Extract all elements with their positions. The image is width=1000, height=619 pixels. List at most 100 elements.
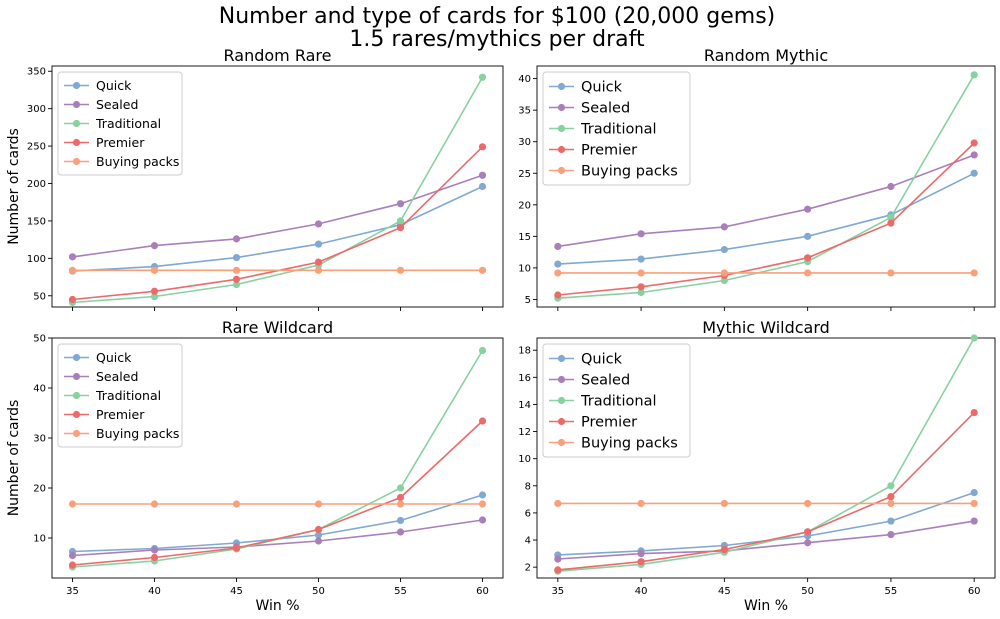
data-point-buying-packs <box>68 500 77 508</box>
data-point-premier <box>478 417 487 425</box>
series-buying-packs <box>68 266 487 274</box>
data-point-premier <box>396 493 405 502</box>
data-point-sealed <box>150 546 159 554</box>
y-tick-label: 35 <box>518 106 531 117</box>
y-tick-label: 40 <box>518 74 531 85</box>
data-point-buying-packs <box>887 269 895 277</box>
data-point-traditional <box>396 484 405 492</box>
data-point-premier <box>804 254 812 262</box>
legend-swatch-marker <box>557 417 566 426</box>
series-line-sealed <box>72 519 483 557</box>
series-premier <box>68 417 487 569</box>
series-line-traditional <box>557 74 975 299</box>
data-point-buying-packs <box>804 499 812 508</box>
data-point-traditional <box>970 71 978 79</box>
data-point-buying-packs <box>887 499 895 508</box>
legend-label: Premier <box>581 415 637 431</box>
x-tick-label: 60 <box>968 586 981 597</box>
series-quick <box>554 169 978 268</box>
legend-swatch-marker <box>72 138 81 147</box>
data-point-buying-packs <box>970 499 978 508</box>
y-tick-label: 150 <box>27 216 46 227</box>
data-point-quick <box>887 517 895 525</box>
data-point-quick <box>554 260 562 268</box>
data-point-premier <box>314 525 323 534</box>
legend-swatch-marker <box>557 166 566 175</box>
data-point-traditional <box>887 482 895 490</box>
legend-swatch-marker <box>557 124 566 133</box>
x-axis-label: Win % <box>255 598 299 614</box>
data-point-quick <box>637 255 645 263</box>
data-point-quick <box>232 254 241 262</box>
legend-swatch-marker <box>557 375 566 384</box>
legend-label: Buying packs <box>96 426 179 441</box>
data-point-sealed <box>554 555 562 563</box>
legend-label: Sealed <box>581 373 630 389</box>
legend-swatch-marker <box>72 410 81 419</box>
legend-label: Premier <box>96 407 145 422</box>
legend-label: Buying packs <box>581 436 678 452</box>
data-point-traditional <box>637 288 645 297</box>
y-tick-label: 350 <box>27 67 46 78</box>
x-tick-label: 45 <box>718 586 731 597</box>
data-point-buying-packs <box>637 499 645 508</box>
legend-swatch-marker <box>72 81 81 90</box>
data-point-quick <box>804 232 812 240</box>
data-point-sealed <box>478 516 487 524</box>
data-point-sealed <box>396 200 405 208</box>
legend: Quick Sealed Traditional Premier Buying pack… <box>542 343 691 458</box>
x-tick-label: 60 <box>476 586 489 597</box>
series-line-sealed <box>72 174 483 258</box>
data-point-premier <box>396 224 405 232</box>
data-point-sealed <box>804 205 812 213</box>
data-point-buying-packs <box>478 266 487 274</box>
y-tick-label: 10 <box>33 534 46 545</box>
legend-swatch-marker <box>72 119 81 128</box>
data-point-premier <box>68 295 77 304</box>
data-point-buying-packs <box>68 266 77 274</box>
data-point-premier <box>68 561 77 569</box>
legend: Quick Sealed Traditional Premier Buying pack… <box>57 343 183 448</box>
x-tick-label: 50 <box>801 586 814 597</box>
figure-title: Number and type of cards for $100 (20,00… <box>219 4 776 29</box>
x-tick-label: 45 <box>230 586 243 597</box>
panel-random-rare: Random Rare 50 100 150 200 250 300 350 Number of… <box>6 46 504 311</box>
data-point-buying-packs <box>554 499 562 508</box>
data-point-traditional <box>396 217 405 225</box>
y-tick-label: 10 <box>518 454 531 465</box>
data-point-sealed <box>232 235 241 243</box>
panel-title: Random Rare <box>224 46 332 65</box>
y-tick-label: 50 <box>33 291 46 302</box>
data-point-traditional <box>232 280 241 289</box>
x-tick-label: 55 <box>394 586 407 597</box>
legend-swatch-marker <box>72 157 81 166</box>
x-axis-label: Win % <box>744 598 788 614</box>
legend-label: Quick <box>96 78 132 93</box>
legend-box <box>57 71 183 176</box>
series-traditional <box>68 73 487 307</box>
data-point-buying-packs <box>396 266 405 274</box>
figure-subtitle: 1.5 rares/mythics per draft <box>349 27 645 52</box>
x-tick-label: 55 <box>885 586 898 597</box>
legend-swatch-marker <box>557 354 566 363</box>
legend-label: Quick <box>581 80 623 96</box>
legend-label: Traditional <box>95 116 161 131</box>
legend-swatch-marker <box>557 103 566 112</box>
x-tick-label: 40 <box>635 586 648 597</box>
data-point-sealed <box>396 528 405 536</box>
data-point-buying-packs <box>150 266 159 274</box>
legend-label: Quick <box>581 352 623 368</box>
data-point-buying-packs <box>314 500 323 508</box>
legend: Quick Sealed Traditional Premier Buying pack… <box>542 71 691 186</box>
data-point-buying-packs <box>970 269 978 277</box>
series-line-sealed <box>557 154 975 248</box>
y-tick-label: 25 <box>518 169 531 180</box>
data-point-traditional <box>887 213 895 222</box>
data-point-sealed <box>554 242 562 251</box>
data-point-buying-packs <box>637 269 645 277</box>
x-tick-label: 35 <box>551 586 564 597</box>
series-line-quick <box>557 172 975 265</box>
x-tick-label: 50 <box>312 586 325 597</box>
panel-title: Random Mythic <box>704 46 828 65</box>
legend-label: Buying packs <box>96 154 179 169</box>
